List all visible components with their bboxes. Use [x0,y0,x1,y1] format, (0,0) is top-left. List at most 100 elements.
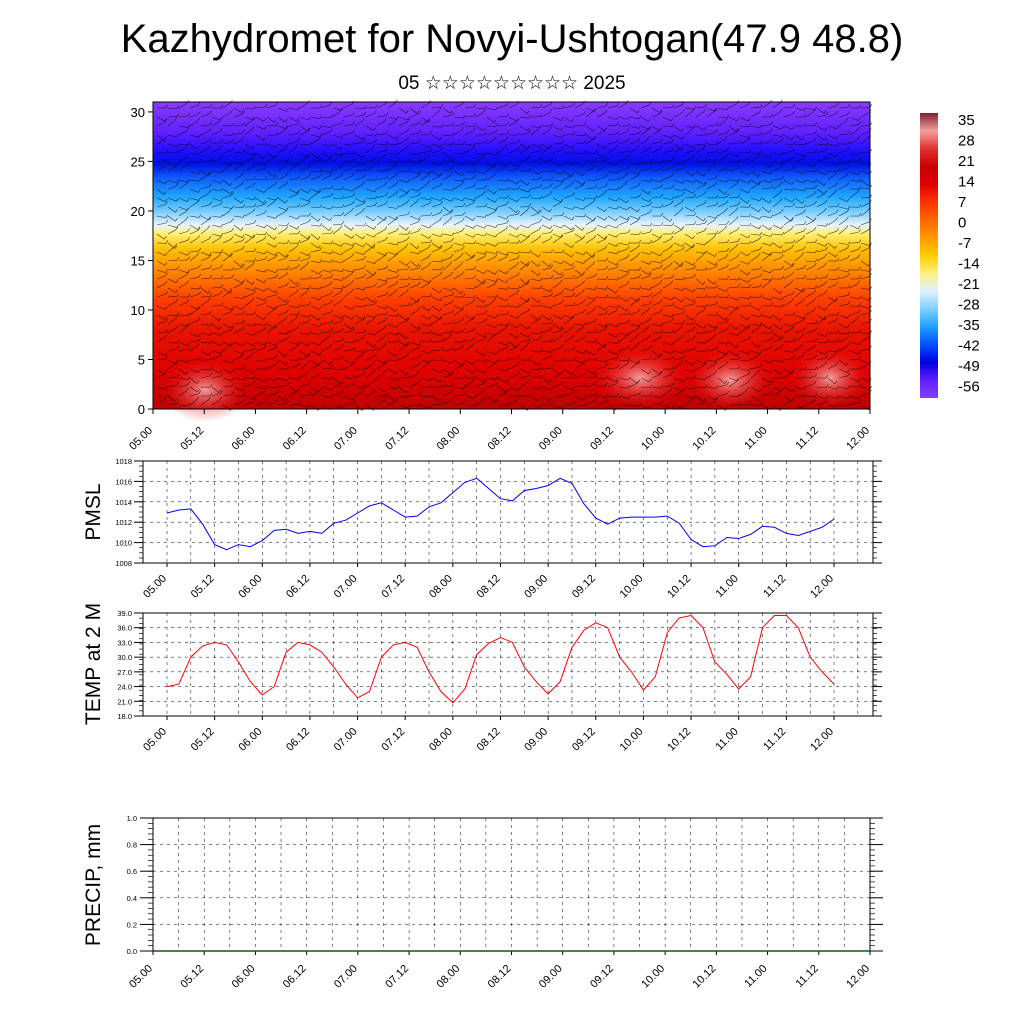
heatmap-panel: 0 5 10 15 20 25 30 05.00 05.12 06.00 06.12 07.00 07.… [127,99,873,453]
x-tick-label: 10.00 [639,425,667,453]
colorbar-label: -56 [958,379,980,396]
colorbar-label: 28 [958,133,975,150]
y-axis-label: PRECIP, mm [82,824,105,946]
colorbar: 35 28 21 14 7 0 -7 -14 -21 -28 -35 -42 -49 -56 [920,112,980,398]
pmsl-panel: 1018 1016 1014 1012 1010 1008 05.00 05.12 06.00 0… [82,457,882,601]
y-axis-label: PMSL [82,483,105,540]
chart-title: Kazhydromet for Novyi-Ushtogan(47.9 48.8… [120,17,904,61]
x-tick-label: 12.00 [844,963,872,991]
y-tick-label: 27.0 [117,668,132,677]
colorbar-label: 7 [958,194,966,211]
precip-panel: 1.0 0.8 0.6 0.4 0.2 0.0 05.00 05.12 06.00 06.12 07… [82,814,883,991]
y-tick-label: 1012 [115,518,132,527]
x-tick-label: 05.00 [141,573,169,601]
y-tick-label: 20 [131,204,145,219]
chart-subtitle: 05 ☆☆☆☆☆☆☆☆☆ 2025 [398,73,626,94]
y-tick-label: 24.0 [117,683,132,692]
x-tick-label: 07.00 [332,573,360,601]
x-tick-label: 06.12 [281,425,309,453]
x-tick-label: 11.00 [713,573,740,600]
y-tick-label: 1014 [115,498,132,507]
colorbar-label: -14 [958,256,980,273]
y-tick-label: 1016 [115,477,132,486]
y-tick-label: 30 [131,105,145,120]
x-tick-label: 08.00 [427,726,455,754]
x-tick-label: 06.12 [281,963,309,991]
x-tick-label: 06.12 [284,573,312,601]
x-tick-label: 10.00 [618,573,646,601]
colorbar-label: 0 [958,215,966,232]
y-tick-label: 36.0 [117,624,132,633]
x-tick-label: 07.12 [379,573,407,601]
colorbar-label: -28 [958,297,980,314]
x-tick-label: 11.00 [742,963,769,990]
x-tick-label: 05.00 [141,726,169,754]
x-tick-label: 08.00 [427,573,455,601]
x-tick-label: 09.00 [537,963,565,991]
warm-core [590,346,690,410]
x-tick-label: 09.12 [570,573,598,601]
x-tick-label: 07.12 [383,963,411,991]
x-tick-label: 06.12 [284,726,312,754]
x-tick-label: 07.12 [383,425,411,453]
y-tick-label: 0.4 [127,894,137,903]
y-tick-label: 15 [131,253,145,268]
y-tick-label: 0.6 [127,867,137,876]
y-tick-label: 30.0 [117,653,132,662]
colorbar-scale [920,113,938,398]
x-tick-label: 12.00 [808,573,836,601]
x-tick-label: 08.12 [475,726,503,754]
x-tick-label: 06.00 [236,726,264,754]
wind-barbs [156,99,873,411]
x-tick-label: 05.12 [189,726,217,754]
y-tick-label: 1.0 [127,814,137,823]
y-tick-label: 10 [131,303,145,318]
x-tick-label: 12.00 [808,726,836,754]
y-tick-label: 39.0 [117,609,132,618]
x-tick-label: 08.12 [486,963,514,991]
y-tick-label: 1018 [115,457,132,466]
x-tick-label: 05.12 [178,425,206,453]
x-tick-label: 09.12 [588,963,616,991]
y-tick-label: 33.0 [117,638,132,647]
x-tick-label: 07.00 [332,425,360,453]
x-tick-label: 05.12 [189,573,217,601]
x-tick-label: 06.00 [236,573,264,601]
x-tick-label: 11.00 [713,726,740,753]
x-tick-label: 10.12 [691,425,719,453]
x-tick-label: 10.00 [618,726,646,754]
x-tick-label: 10.12 [691,963,719,991]
x-tick-label: 07.12 [379,726,407,754]
x-tick-label: 09.00 [537,425,565,453]
y-tick-label: 18.0 [117,712,132,721]
x-tick-label: 11.12 [761,726,788,753]
plot-frame [142,460,874,564]
colorbar-label: -7 [958,235,971,252]
x-tick-label: 05.12 [178,963,206,991]
x-tick-label: 09.00 [522,573,550,601]
plot-frame [142,612,874,717]
y-tick-label: 0.8 [127,841,137,850]
x-tick-label: 07.00 [332,963,360,991]
series-line [166,477,835,551]
x-tick-label: 11.12 [794,425,821,452]
colorbar-label: -42 [958,338,980,355]
x-tick-label: 09.00 [522,726,550,754]
y-tick-label: 25 [131,154,145,169]
warm-core [788,346,872,410]
x-tick-label: 12.00 [844,425,872,453]
colorbar-label: -49 [958,358,980,375]
x-tick-label: 07.00 [332,726,360,754]
x-tick-label: 08.12 [475,573,503,601]
warm-core [160,358,250,422]
colorbar-label: 21 [958,153,975,170]
y-axis-label: TEMP at 2 M [82,603,105,725]
x-tick-label: 10.12 [665,573,693,601]
x-tick-label: 10.12 [665,726,693,754]
temp-panel: 39.0 36.0 33.0 30.0 27.0 24.0 21.0 18.0 05.00 05.… [82,603,882,754]
x-tick-label: 05.00 [127,425,155,453]
y-tick-label: 0.0 [127,947,137,956]
x-tick-label: 11.12 [794,963,821,990]
y-tick-label: 1010 [115,539,132,548]
